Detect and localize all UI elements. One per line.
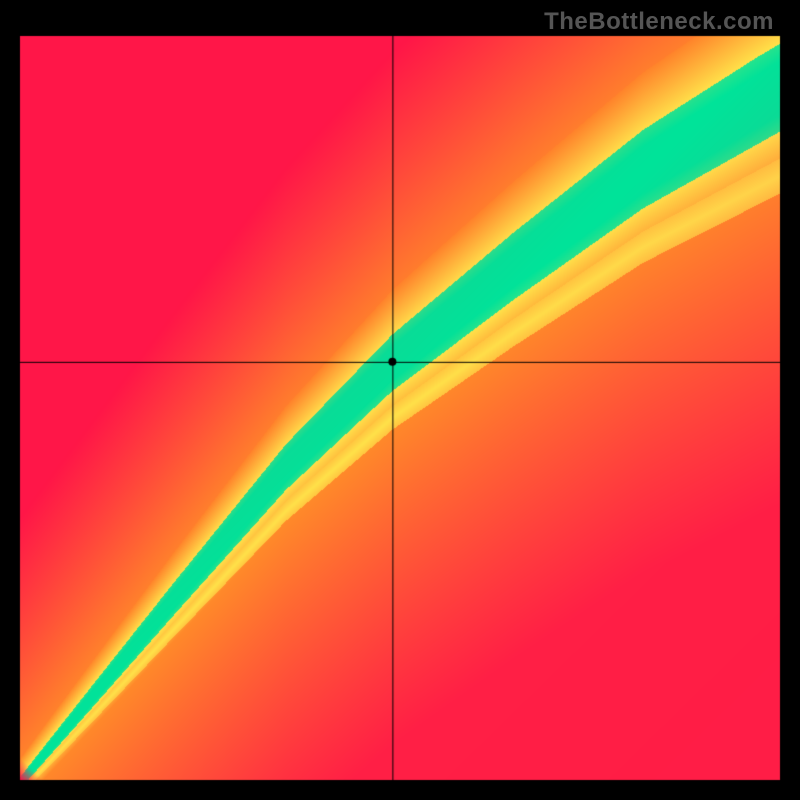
watermark-text: TheBottleneck.com bbox=[544, 8, 774, 36]
heatmap-canvas bbox=[0, 0, 800, 800]
bottleneck-heatmap bbox=[0, 0, 800, 800]
